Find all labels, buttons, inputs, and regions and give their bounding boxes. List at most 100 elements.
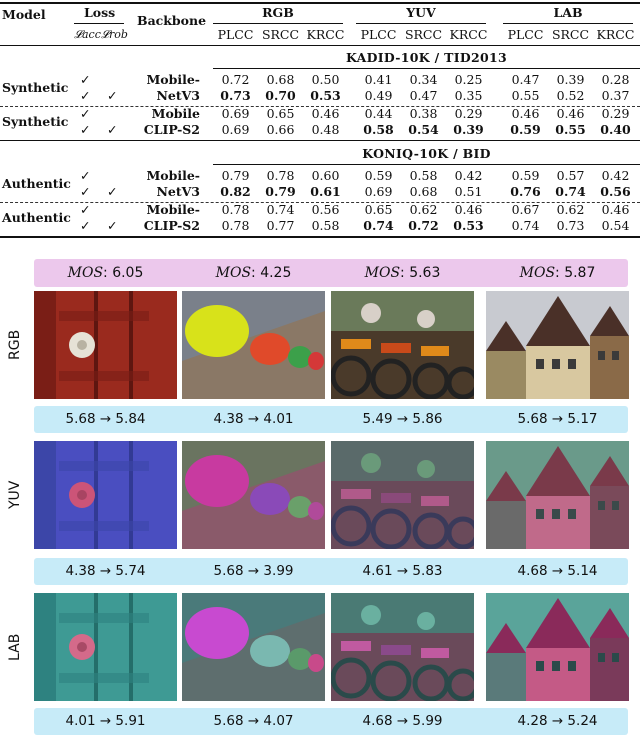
check-rob: ✓ [107, 184, 118, 199]
sample-image [331, 441, 474, 549]
table-cell: 0.70 [265, 88, 296, 103]
table-cell: 0.65 [266, 106, 295, 121]
table-cell: 0.39 [556, 72, 585, 87]
score-banner [34, 708, 628, 735]
score-change: 4.01 → 5.91 [65, 713, 146, 729]
sample-image [34, 593, 177, 701]
table-cell: 0.69 [221, 106, 250, 121]
section-rule [213, 68, 640, 69]
backbone-line-1: Mobile [151, 106, 200, 121]
sample-image [34, 291, 177, 399]
table-cell: 0.68 [409, 184, 438, 199]
table-cell: 0.72 [408, 218, 439, 233]
table-cell: 0.47 [409, 88, 438, 103]
table-cell: 0.54 [408, 122, 439, 137]
table-cell: 0.46 [511, 106, 540, 121]
table-cell: 0.25 [454, 72, 483, 87]
score-change: 5.68 → 5.84 [65, 411, 146, 427]
backbone-line-1: Mobile- [146, 168, 200, 183]
header-space-yuv: YUV [406, 5, 436, 20]
header-space-rgb: RGB [262, 5, 294, 20]
sample-image [331, 291, 474, 399]
table-cell: 0.54 [601, 218, 630, 233]
check-rob: ✓ [107, 218, 118, 233]
table-cell: 0.51 [454, 184, 483, 199]
table-cell: 0.47 [511, 72, 540, 87]
row-label: YUV [7, 480, 23, 510]
sample-image [331, 593, 474, 701]
table-cell: 0.69 [364, 184, 393, 199]
lab-underline [503, 23, 633, 24]
table-cell: 0.42 [601, 168, 630, 183]
header-rule [0, 45, 640, 46]
section-rule [213, 164, 640, 165]
backbone-line-2: CLIP-S2 [143, 218, 200, 233]
table-cell: 0.79 [221, 168, 250, 183]
table-cell: 0.59 [510, 122, 541, 137]
check-acc: ✓ [80, 218, 91, 233]
table-cell: 0.29 [601, 106, 630, 121]
table-cell: 0.35 [454, 88, 483, 103]
table-cell: 0.44 [364, 106, 393, 121]
header-backbone: Backbone [137, 13, 207, 28]
sample-image [182, 593, 325, 701]
section-divider [0, 140, 640, 141]
table-cell: 0.49 [364, 88, 393, 103]
table-cell: 0.78 [221, 218, 250, 233]
check-acc: ✓ [80, 184, 91, 199]
backbone-line-1: Mobile- [146, 72, 200, 87]
table-cell: 0.62 [556, 202, 585, 217]
check-rob: ✓ [107, 88, 118, 103]
table-cell: 0.55 [511, 88, 540, 103]
check-acc: ✓ [80, 72, 91, 87]
header-metric: KRCC [306, 27, 345, 42]
mos-number: 4.25 [260, 265, 292, 281]
table-cell: 0.74 [266, 202, 295, 217]
mos-number: 5.87 [564, 265, 596, 281]
table-cell: 0.55 [555, 122, 586, 137]
sample-image [486, 593, 629, 701]
table-cell: 0.77 [266, 218, 295, 233]
table-cell: 0.46 [454, 202, 483, 217]
sample-image [182, 291, 325, 399]
score-change: 4.38 → 5.74 [65, 563, 146, 579]
table-cell: 0.72 [221, 72, 250, 87]
header-space-lab: LAB [553, 5, 583, 20]
backbone-line-1: Mobile- [146, 202, 200, 217]
table-cell: 0.41 [364, 72, 393, 87]
header-metric: PLCC [360, 27, 397, 42]
table-cell: 0.58 [363, 122, 394, 137]
table-cell: 0.46 [311, 106, 340, 121]
header-metric: KRCC [449, 27, 488, 42]
header-metric: PLCC [507, 27, 544, 42]
mos-value: MOS: 6.05 [67, 265, 144, 281]
check-rob: ✓ [107, 122, 118, 137]
rgb-underline [213, 23, 343, 24]
table-cell: 0.34 [409, 72, 438, 87]
table-cell: 0.66 [266, 122, 295, 137]
sample-image [486, 441, 629, 549]
table-cell: 0.79 [265, 184, 296, 199]
model-label: Authentic [2, 176, 71, 191]
score-change: 5.49 → 5.86 [362, 411, 443, 427]
score-change: 5.68 → 4.07 [213, 713, 294, 729]
table-cell: 0.73 [556, 218, 585, 233]
score-change: 5.68 → 3.99 [213, 563, 294, 579]
header-metric: SRCC [261, 27, 300, 42]
header-metric: SRCC [551, 27, 590, 42]
check-acc: ✓ [80, 202, 91, 217]
row-label: RGB [7, 329, 23, 361]
table-cell: 0.76 [510, 184, 541, 199]
header-loss: Loss [84, 5, 116, 20]
model-label: Synthetic [2, 80, 69, 95]
table-cell: 0.73 [220, 88, 251, 103]
mos-label: MOS [215, 265, 252, 281]
table-cell: 0.48 [311, 122, 340, 137]
table-cell: 0.67 [511, 202, 540, 217]
header-metric: PLCC [217, 27, 254, 42]
table-cell: 0.56 [600, 184, 631, 199]
table-cell: 0.39 [453, 122, 484, 137]
score-change: 4.38 → 4.01 [213, 411, 294, 427]
table-cell: 0.40 [600, 122, 631, 137]
score-change: 4.28 → 5.24 [517, 713, 598, 729]
